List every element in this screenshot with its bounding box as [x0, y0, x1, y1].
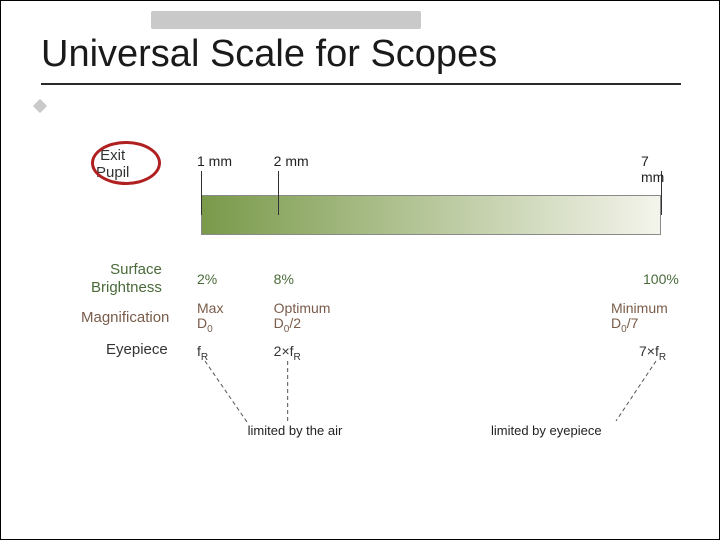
eyepiece-value: 2×fR — [274, 343, 301, 363]
tick-mark — [201, 171, 202, 215]
surface-brightness-value: 100% — [643, 271, 679, 287]
caption-limited-eyepiece: limited by eyepiece — [491, 423, 602, 438]
page-title: Universal Scale for Scopes — [41, 33, 497, 76]
label-surface-brightness: Surface Brightness — [91, 261, 162, 297]
exit-pupil-value: 2 mm — [274, 153, 309, 169]
eyepiece-value: 7×fR — [639, 343, 666, 363]
top-grey-bar — [151, 11, 421, 29]
slide-frame: Universal Scale for Scopes Exit Pupil Su… — [0, 0, 720, 540]
surface-brightness-value: 2% — [197, 271, 217, 287]
scale-diagram: Exit Pupil Surface Brightness Magnificat… — [51, 131, 671, 451]
magnification-value: MaxD0 — [197, 301, 223, 335]
gradient-fill — [202, 196, 660, 234]
magnification-value: OptimumD0/2 — [274, 301, 331, 335]
magnification-value: MinimumD0/7 — [611, 301, 668, 335]
highlight-ellipse-icon — [91, 141, 161, 185]
caption-limited-air: limited by the air — [248, 423, 343, 438]
surface-brightness-value: 8% — [274, 271, 294, 287]
tick-mark — [278, 171, 279, 215]
title-underline — [41, 83, 681, 85]
label-eyepiece: Eyepiece — [106, 341, 168, 358]
bullet-diamond-icon — [33, 99, 47, 113]
label-magnification: Magnification — [81, 309, 169, 326]
exit-pupil-value: 1 mm — [197, 153, 232, 169]
eyepiece-value: fR — [197, 343, 208, 363]
gradient-bar — [201, 195, 661, 235]
exit-pupil-value: 7 mm — [641, 153, 671, 185]
